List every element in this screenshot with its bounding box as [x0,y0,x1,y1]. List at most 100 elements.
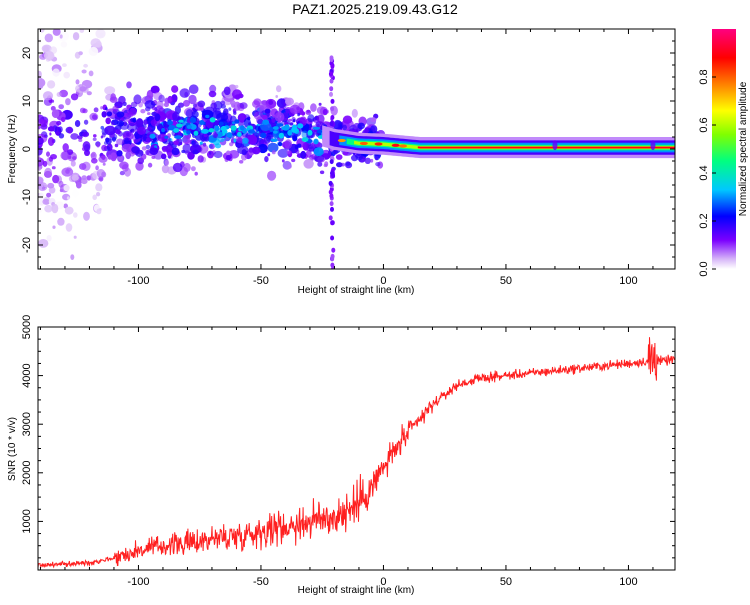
spectrogram-blob [339,124,343,129]
spectrogram-blob [282,105,287,110]
spectrogram-blob [241,153,247,161]
spectrogram-blob [226,150,231,156]
spectrogram-blob [253,111,264,120]
spectrogram-blob [313,138,319,145]
spectrogram-blob [74,51,81,59]
spectrogram-blob [42,91,54,101]
spectrogram-blob [226,155,231,161]
spectrogram-blob [70,160,76,167]
spectrogram-blob [65,223,73,232]
spectrogram-blob [214,143,222,149]
spectrogram-blob [260,121,272,131]
colorbar-tick-label: 0.2 [698,213,710,228]
spectrogram-blob [47,80,56,89]
spectrogram-blob [38,70,42,76]
spectrogram-blob [262,114,268,120]
spectrogram-blob [76,181,82,189]
spectrogram-blob [101,132,106,138]
spectrogram-blob [98,155,108,163]
spectrogram-blob [329,71,334,77]
spectrogram-blob [330,206,334,212]
snr-y-axis-label: SNR (10 * v/v) [7,417,18,481]
spectrogram-blob [199,120,205,125]
x-tick-label: -100 [127,275,149,287]
spectrogram-blob [51,109,60,118]
spectrogram-blob [104,125,116,136]
spectrogram-blob [254,125,260,132]
spectrogram-blob [220,100,226,106]
spectrogram-blob [96,192,101,197]
spectrogram-blob [116,111,125,118]
spectrogram-blob [228,107,232,111]
spectrogram-blob [147,162,153,168]
spectrogram-blob [210,102,217,109]
spectrogram-blob [264,108,271,114]
spectrogram-blob [81,69,87,74]
spectrogram-blob [330,106,335,112]
spectrogram-blob [119,170,125,176]
spectrogram-blob [286,164,292,169]
spectrogram-blob [126,81,132,89]
spectrogram-blob [292,119,296,123]
spectrogram-blob [58,133,65,139]
spectrogram-blob [375,162,381,167]
spectrogram-blob [48,156,54,162]
spectrogram-blob [239,102,248,109]
spectrogram-blob [90,153,96,158]
spectrogram-blob [142,134,146,138]
spectrogram-blob [75,79,80,85]
spectrogram-blob [246,134,258,145]
spectrogram-blob [355,152,364,161]
spectrogram-blob [301,137,309,142]
spectrogram-heatmap [38,29,675,269]
spectrogram-blob [52,174,60,184]
spectrogram-blob [313,153,325,163]
spectrogram-blob [177,102,185,108]
spectrogram-blob [172,162,183,173]
colorbar-gradient [712,29,736,269]
spectrogram-blob [316,114,325,124]
spectrogram-blob [38,207,43,213]
spectrogram-blob [173,140,179,146]
spectrogram-blob [107,154,113,160]
spectrogram-blob [289,122,294,126]
spectrogram-blob [140,109,146,114]
spectrogram-blob [38,133,48,144]
spectrogram-blob [262,119,270,125]
spectrogram-blob [59,34,63,39]
colorbar-tick-label: 0.0 [698,261,710,276]
spectrogram-blob [147,112,151,116]
spectrogram-blob [271,118,276,123]
spectrogram-blob [72,156,77,160]
spectrogram-blob [161,164,170,174]
spectrogram-blob [105,138,112,145]
spectrogram-blob [57,217,65,226]
spectrogram-blob [248,129,256,134]
spectrogram-blob [162,146,168,153]
spectrogram-blob [141,146,147,151]
spectrogram-blob [178,119,184,123]
x-tick-label: 50 [500,576,512,588]
spectrogram-blob [264,156,269,163]
spectrogram-blob [56,120,62,126]
spectrogram-blob [101,111,107,118]
spectrogram-blob [188,94,197,105]
spectrogram-blob [104,86,116,95]
spectrogram-blob [171,85,179,93]
spectrogram-blob [92,194,97,201]
spectrogram-blob [81,178,88,185]
spectrogram-blob [285,97,294,106]
spectrogram-blob [42,198,50,205]
spectrogram-blob [329,91,333,97]
spectrogram-blob [130,117,136,123]
spectrogram-blob [72,32,80,41]
spectrogram-blob [145,138,150,143]
spectrogram-blob [52,225,56,229]
spectrogram-blob [66,149,74,156]
spectrogram-blob [70,254,75,260]
spectrogram-blob [116,138,124,145]
spectrogram-blob [38,146,43,156]
spectrogram-blob [51,203,59,214]
spectrogram-blob [58,104,64,110]
